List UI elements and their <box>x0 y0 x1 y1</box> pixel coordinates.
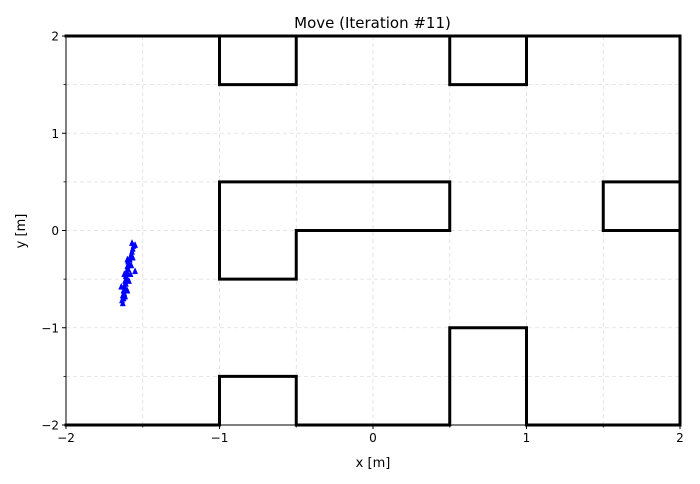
particle-marker <box>124 286 131 294</box>
particle-marker <box>122 292 129 300</box>
wall-segment <box>601 180 682 232</box>
particle-marker <box>132 240 139 248</box>
particle-marker <box>129 253 136 261</box>
y-tick-label: −1 <box>41 321 59 335</box>
plot-area <box>64 34 682 427</box>
x-tick-label: 0 <box>369 431 377 445</box>
particle-marker <box>118 282 125 290</box>
particle-marker <box>121 270 128 278</box>
particle-marker <box>129 239 135 246</box>
x-axis-label: x [m] <box>356 456 391 471</box>
y-tick-label: 0 <box>51 224 59 238</box>
wall-segment <box>448 34 528 87</box>
particle-marker <box>125 276 132 284</box>
y-axis: −2 −1 0 1 2 <box>41 30 66 433</box>
y-axis-label: y [m] <box>14 214 29 249</box>
particle-marker <box>132 267 139 275</box>
particle-marker <box>124 255 131 263</box>
x-axis: −2 −1 0 1 2 <box>57 425 684 445</box>
particle-marker <box>127 270 134 278</box>
x-tick-label: −2 <box>57 431 75 445</box>
y-tick-label: 2 <box>51 30 59 44</box>
x-tick-label: −1 <box>211 431 229 445</box>
particle-marker <box>128 261 135 269</box>
y-tick-label: −2 <box>41 419 59 433</box>
wall-segment <box>218 34 298 87</box>
x-tick-label: 2 <box>676 431 684 445</box>
y-tick-label: 1 <box>51 127 59 141</box>
chart-title: Move (Iteration #11) <box>294 14 451 32</box>
particle-cloud <box>118 239 139 307</box>
x-tick-label: 1 <box>523 431 531 445</box>
wall-segment <box>218 180 452 281</box>
